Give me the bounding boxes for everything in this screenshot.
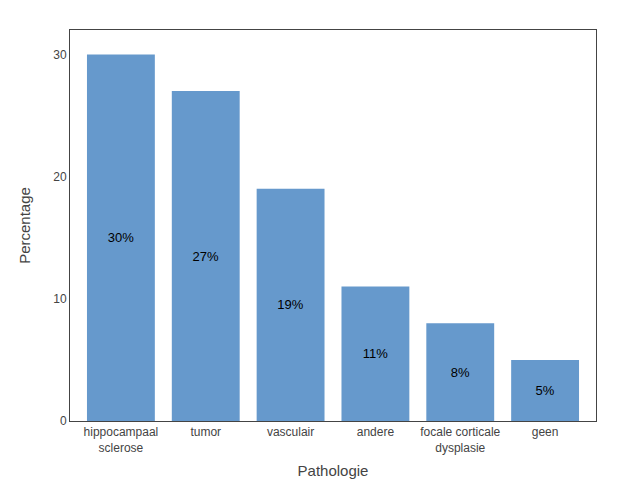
svg-text:Pathologie: Pathologie <box>298 462 369 479</box>
svg-text:tumor: tumor <box>190 425 221 439</box>
svg-text:19%: 19% <box>277 297 303 312</box>
svg-text:30%: 30% <box>108 230 134 245</box>
svg-text:andere: andere <box>357 425 395 439</box>
svg-text:5%: 5% <box>535 383 554 398</box>
svg-text:Percentage: Percentage <box>16 187 33 264</box>
svg-text:focale corticaledysplasie: focale corticaledysplasie <box>420 425 500 455</box>
svg-text:hippocampaalsclerose: hippocampaalsclerose <box>84 425 159 455</box>
svg-text:vasculair: vasculair <box>267 425 314 439</box>
svg-text:27%: 27% <box>193 249 219 264</box>
svg-text:8%: 8% <box>451 365 470 380</box>
svg-text:20: 20 <box>53 170 67 184</box>
svg-text:10: 10 <box>53 292 67 306</box>
svg-text:geen: geen <box>532 425 559 439</box>
svg-text:11%: 11% <box>363 346 388 361</box>
svg-text:0: 0 <box>60 414 67 428</box>
svg-text:30: 30 <box>53 48 67 62</box>
